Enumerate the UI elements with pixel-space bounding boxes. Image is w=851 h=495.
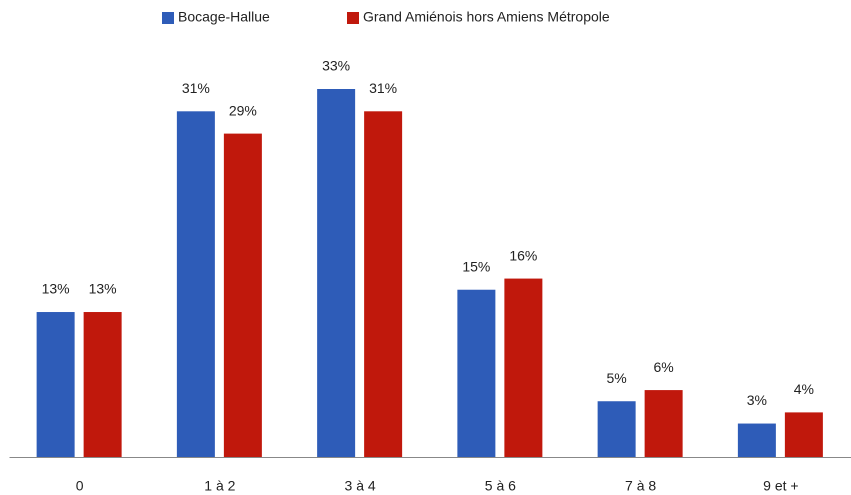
bar: [36, 312, 75, 457]
bar: [364, 111, 403, 457]
value-label: 33%: [322, 58, 350, 74]
x-tick-label: 1 à 2: [204, 478, 235, 494]
bar: [457, 289, 496, 457]
legend-label: Grand Amiénois hors Amiens Métropole: [363, 9, 610, 25]
x-tick-label: 7 à 8: [625, 478, 656, 494]
legend-swatch: [162, 12, 174, 24]
value-label: 3%: [747, 392, 767, 408]
value-label: 31%: [369, 80, 397, 96]
legend-swatch: [347, 12, 359, 24]
value-label: 13%: [89, 281, 117, 297]
value-label: 6%: [654, 359, 674, 375]
x-tick-label: 3 à 4: [345, 478, 376, 494]
x-tick-label: 0: [76, 478, 84, 494]
bar: [504, 278, 543, 457]
x-tick-label: 9 et +: [763, 478, 798, 494]
value-label: 31%: [182, 80, 210, 96]
bar: [644, 390, 683, 457]
value-label: 5%: [607, 370, 627, 386]
value-label: 13%: [42, 281, 70, 297]
bar: [317, 89, 356, 457]
value-label: 29%: [229, 102, 257, 118]
bar: [176, 111, 215, 457]
value-label: 4%: [794, 381, 814, 397]
x-tick-label: 5 à 6: [485, 478, 516, 494]
bar: [737, 423, 776, 457]
bar: [83, 312, 122, 457]
value-label: 15%: [462, 258, 490, 274]
bar: [597, 401, 636, 457]
bar: [223, 133, 262, 457]
value-label: 16%: [509, 247, 537, 263]
legend-label: Bocage-Hallue: [178, 9, 270, 25]
bar: [784, 412, 823, 457]
